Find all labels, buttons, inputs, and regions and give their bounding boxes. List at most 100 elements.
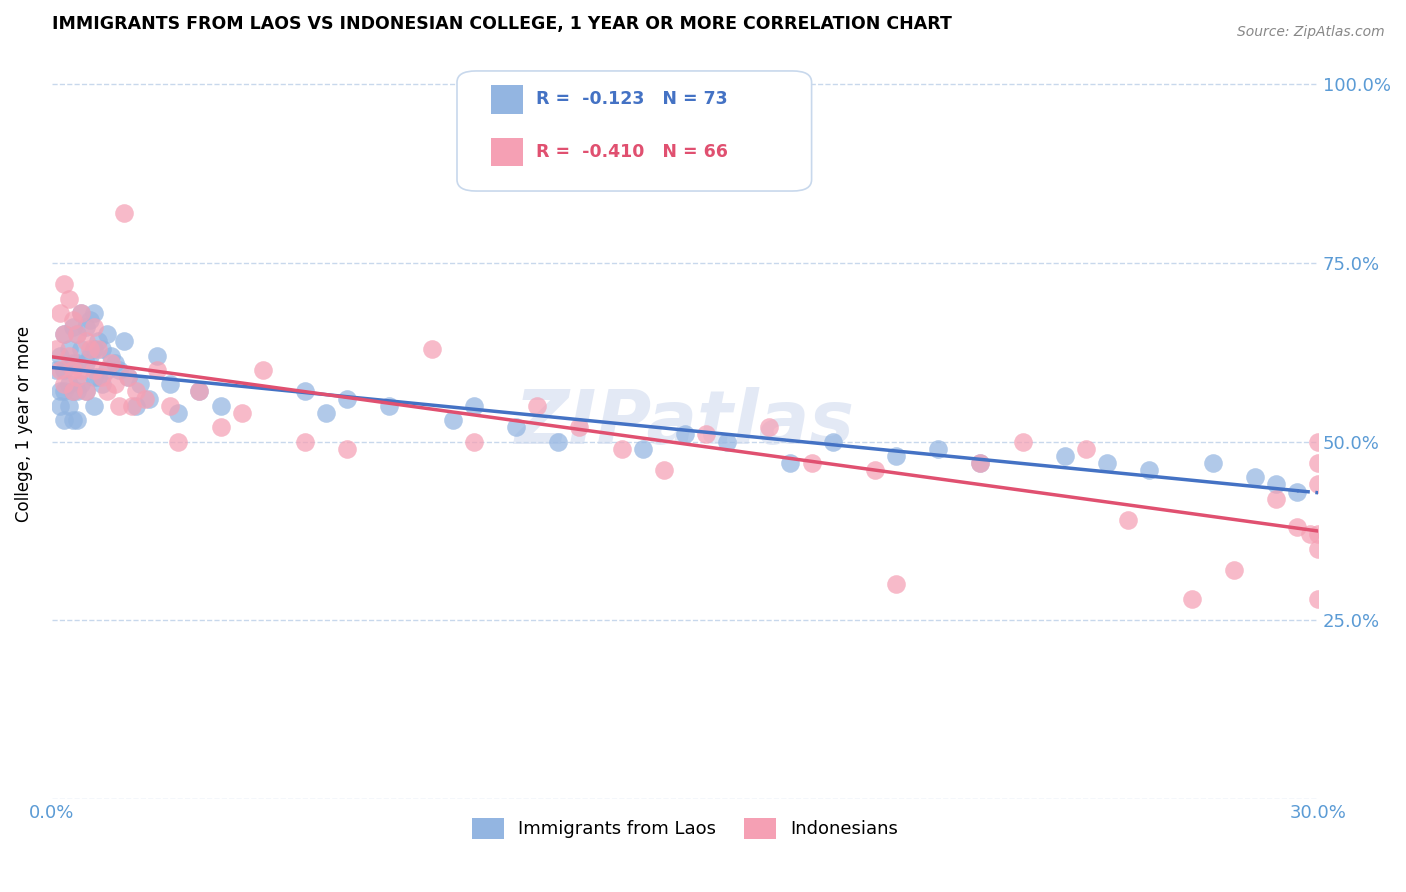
Point	[83, 363, 105, 377]
Text: IMMIGRANTS FROM LAOS VS INDONESIAN COLLEGE, 1 YEAR OR MORE CORRELATION CHART: IMMIGRANTS FROM LAOS VS INDONESIAN COLLE…	[52, 15, 952, 33]
Point	[53, 384, 76, 399]
Point	[1074, 442, 1097, 456]
Point	[45, 342, 67, 356]
Point	[167, 434, 190, 449]
Point	[87, 334, 110, 349]
Point	[112, 334, 135, 349]
Point	[87, 342, 110, 356]
Bar	[491, 137, 523, 166]
Point	[75, 334, 97, 349]
Point	[526, 399, 548, 413]
Point	[91, 342, 114, 356]
Text: Source: ZipAtlas.com: Source: ZipAtlas.com	[1237, 25, 1385, 39]
Point	[188, 384, 211, 399]
Point	[117, 370, 139, 384]
Point	[969, 456, 991, 470]
Point	[969, 456, 991, 470]
Point	[58, 399, 80, 413]
Point	[53, 413, 76, 427]
Point	[66, 356, 89, 370]
Point	[927, 442, 949, 456]
Point	[62, 320, 84, 334]
Point	[673, 427, 696, 442]
Point	[83, 370, 105, 384]
Point	[209, 420, 232, 434]
Point	[505, 420, 527, 434]
Point	[83, 399, 105, 413]
Point	[96, 384, 118, 399]
Point	[58, 349, 80, 363]
Point	[1308, 527, 1330, 541]
Point	[1201, 456, 1223, 470]
Point	[1299, 527, 1322, 541]
Point	[146, 363, 169, 377]
Point	[1095, 456, 1118, 470]
Point	[1308, 591, 1330, 606]
Point	[800, 456, 823, 470]
Point	[336, 392, 359, 406]
Point	[70, 377, 93, 392]
Point	[716, 434, 738, 449]
Point	[83, 306, 105, 320]
Point	[441, 413, 464, 427]
Point	[463, 434, 485, 449]
Point	[1116, 513, 1139, 527]
Point	[96, 327, 118, 342]
Point	[108, 399, 131, 413]
Point	[58, 377, 80, 392]
Point	[463, 399, 485, 413]
Point	[75, 320, 97, 334]
Point	[70, 306, 93, 320]
Point	[134, 392, 156, 406]
Point	[1308, 541, 1330, 556]
Point	[49, 384, 72, 399]
Point	[121, 399, 143, 413]
Text: R =  -0.123   N = 73: R = -0.123 N = 73	[536, 90, 727, 109]
Point	[129, 377, 152, 392]
Point	[62, 413, 84, 427]
Point	[1011, 434, 1033, 449]
Point	[66, 370, 89, 384]
Point	[104, 377, 127, 392]
Text: R =  -0.410   N = 66: R = -0.410 N = 66	[536, 143, 727, 161]
Point	[112, 206, 135, 220]
Point	[91, 377, 114, 392]
Point	[100, 356, 122, 370]
Point	[821, 434, 844, 449]
Point	[378, 399, 401, 413]
Point	[1243, 470, 1265, 484]
Point	[863, 463, 886, 477]
Point	[1308, 456, 1330, 470]
Point	[1180, 591, 1202, 606]
Point	[79, 342, 101, 356]
Point	[104, 356, 127, 370]
Point	[652, 463, 675, 477]
Point	[167, 406, 190, 420]
Legend: Immigrants from Laos, Indonesians: Immigrants from Laos, Indonesians	[464, 811, 905, 847]
Point	[66, 327, 89, 342]
Point	[62, 384, 84, 399]
Point	[108, 363, 131, 377]
Point	[66, 384, 89, 399]
Point	[159, 399, 181, 413]
Point	[117, 370, 139, 384]
Point	[87, 370, 110, 384]
Point	[70, 306, 93, 320]
Point	[159, 377, 181, 392]
Point	[315, 406, 337, 420]
Point	[53, 277, 76, 292]
Point	[79, 313, 101, 327]
Point	[62, 363, 84, 377]
Point	[125, 384, 148, 399]
Point	[1137, 463, 1160, 477]
Point	[66, 413, 89, 427]
Point	[1285, 520, 1308, 534]
Point	[83, 342, 105, 356]
Point	[547, 434, 569, 449]
Point	[1053, 449, 1076, 463]
Point	[610, 442, 633, 456]
Point	[62, 356, 84, 370]
Point	[70, 363, 93, 377]
Point	[884, 577, 907, 591]
Point	[631, 442, 654, 456]
